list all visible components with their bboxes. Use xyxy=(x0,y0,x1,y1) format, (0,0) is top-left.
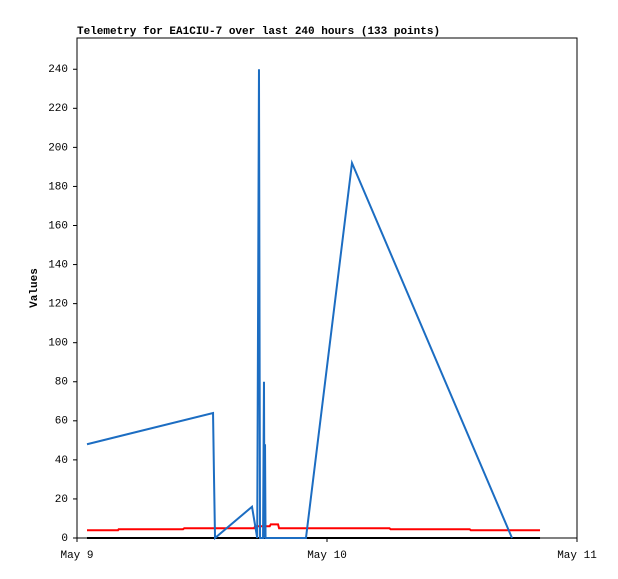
y-tick-label: 100 xyxy=(48,338,68,350)
x-tick-label: May 9 xyxy=(60,550,93,562)
y-tick-label: 220 xyxy=(48,103,68,115)
y-tick-label: 120 xyxy=(48,299,68,311)
y-tick-label: 60 xyxy=(55,416,68,428)
y-axis-label: Values xyxy=(29,268,41,308)
y-tick-label: 40 xyxy=(55,455,68,467)
series-line xyxy=(86,69,513,541)
chart-title: Telemetry for EA1CIU-7 over last 240 hou… xyxy=(77,26,440,38)
y-tick-label: 0 xyxy=(61,533,68,545)
y-tick-label: 200 xyxy=(48,142,68,154)
y-tick-label: 140 xyxy=(48,259,68,271)
x-tick-label: May 10 xyxy=(307,550,347,562)
y-tick-label: 240 xyxy=(48,64,68,76)
y-tick-label: 180 xyxy=(48,181,68,193)
y-tick-label: 80 xyxy=(55,377,68,389)
x-tick-label: May 11 xyxy=(557,550,597,562)
y-tick-label: 160 xyxy=(48,220,68,232)
y-tick-label: 20 xyxy=(55,494,68,506)
series-line xyxy=(87,523,541,532)
